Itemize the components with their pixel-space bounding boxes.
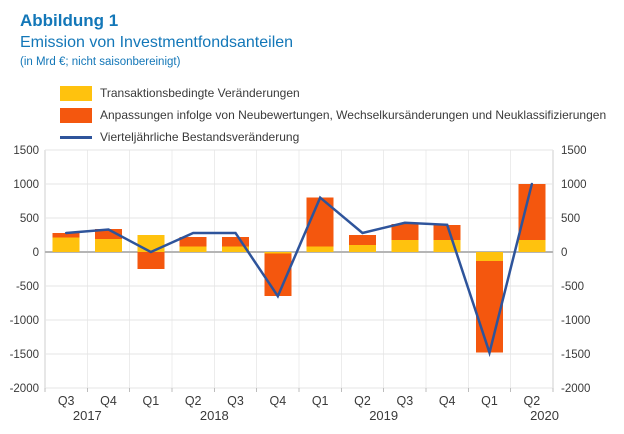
chart-legend: Transaktionsbedingte Veränderungen Anpass… [60, 82, 606, 148]
y-tick-label-right: -1500 [561, 349, 590, 361]
vertical-gridlines [44, 150, 554, 388]
y-tick-label-left: 500 [20, 213, 39, 225]
bar-segment [433, 224, 461, 241]
bar-segment [137, 235, 165, 252]
figure-number: Abbildung 1 [20, 11, 119, 30]
bar-segment [137, 252, 165, 269]
quarter-label: Q4 [100, 394, 117, 408]
y-tick-label-right: 500 [561, 213, 580, 225]
quarter-label: Q1 [142, 394, 159, 408]
y-tick-label-left: 1000 [13, 179, 39, 191]
figure-header: Abbildung 1 Emission von Investmentfonds… [20, 10, 293, 68]
y-tick-label-left: -500 [16, 281, 39, 293]
y-tick-label-left: 0 [33, 247, 39, 259]
bar-segment [391, 240, 419, 252]
bar-segment [179, 246, 207, 252]
y-tick-label-right: 0 [561, 247, 567, 259]
quarter-label: Q1 [481, 394, 498, 408]
legend-label: Anpassungen infolge von Neubewertungen, … [100, 108, 607, 122]
year-label: 2020 [530, 408, 559, 423]
figure-unit-note: (in Mrd €; nicht saisonbereinigt) [20, 56, 181, 69]
bar-segment [518, 184, 546, 241]
quarter-label: Q4 [439, 394, 456, 408]
bar-segment [52, 237, 80, 252]
y-axis-labels: 1500 1500 1000 1000 500 500 0 0 -500 -500 -1000 -10… [10, 145, 591, 395]
bar-segment [518, 240, 546, 252]
line-series [64, 182, 534, 358]
legend-label: Vierteljährliche Bestandsveränderung [100, 130, 300, 144]
quarter-label: Q2 [354, 394, 371, 408]
horizontal-gridlines [45, 149, 553, 389]
legend-item-transactions: Transaktionsbedingte Veränderungen [60, 82, 606, 104]
quarter-label: Q3 [227, 394, 244, 408]
bar-segment [476, 252, 503, 261]
bar-segment [264, 252, 292, 254]
legend-color-swatch [60, 107, 92, 123]
figure-title: Emission von Investmentfondsanteilen [20, 34, 294, 52]
year-label: 2018 [200, 408, 229, 423]
bar-segment [391, 224, 419, 241]
bar-segment [476, 260, 503, 353]
legend-line-swatch [60, 130, 92, 145]
y-tick-label-left: 1500 [13, 145, 39, 157]
bar-segment [179, 237, 207, 247]
y-tick-label-left: -1000 [10, 315, 39, 327]
bar-segment [95, 228, 122, 240]
bar-segment [222, 237, 249, 247]
quarter-label: Q2 [523, 394, 540, 408]
y-tick-label-right: -1000 [561, 315, 590, 327]
legend-item-stock-change: Vierteljährliche Bestandsveränderung [60, 126, 606, 148]
bar-segment [222, 246, 249, 252]
y-tick-label-left: -2000 [10, 383, 39, 395]
y-tick-label-right: -500 [561, 281, 584, 293]
quarter-label: Q1 [312, 394, 329, 408]
legend-label: Transaktionsbedingte Veränderungen [100, 86, 300, 100]
bar-segment [349, 245, 376, 252]
legend-color-swatch [60, 85, 92, 101]
bar-segment [95, 239, 122, 252]
bar-series [52, 184, 546, 353]
quarter-label: Q3 [58, 394, 75, 408]
quarter-label: Q3 [396, 394, 413, 408]
bar-segment [349, 235, 376, 246]
quarter-label: Q4 [269, 394, 286, 408]
y-tick-label-right: 1000 [561, 179, 587, 191]
bar-segment [52, 232, 80, 238]
year-label: 2017 [73, 408, 102, 423]
y-tick-label-left: -1500 [10, 349, 39, 361]
bar-segment [306, 246, 334, 252]
y-tick-label-right: -2000 [561, 383, 590, 395]
x-axis-labels: Q3 Q4 Q1 Q2 Q3 Q4 Q1 Q2 Q3 Q4 Q1 Q2 2017 2018 2019 2020 [58, 394, 559, 423]
bar-segment [433, 240, 461, 252]
year-label: 2019 [369, 408, 398, 423]
x-axis-ticks [44, 388, 554, 392]
y-tick-label-right: 1500 [561, 145, 587, 157]
quarter-label: Q2 [185, 394, 202, 408]
legend-item-adjustments: Anpassungen infolge von Neubewertungen, … [60, 104, 606, 126]
